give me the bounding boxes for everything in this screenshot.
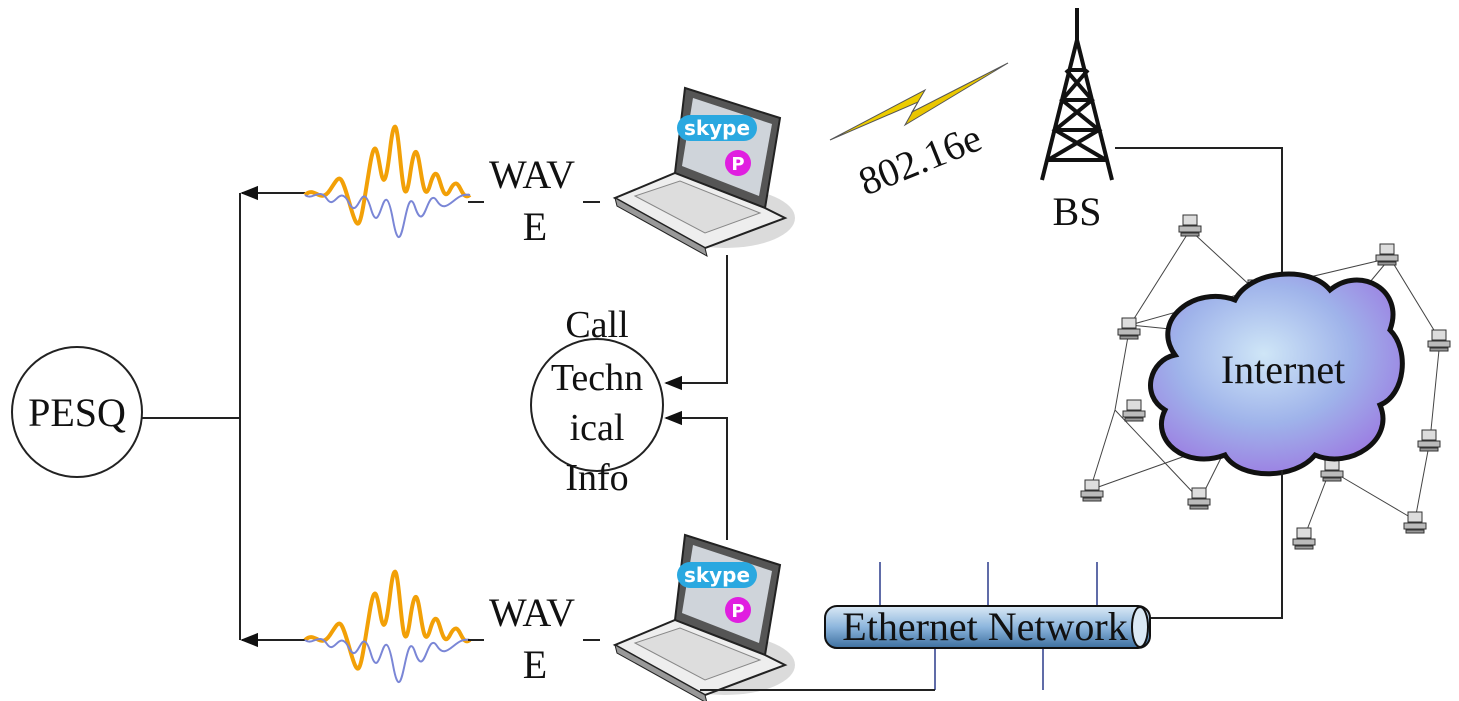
connector <box>1150 470 1282 618</box>
tower <box>1042 8 1112 180</box>
call-info-label: ical <box>570 407 625 449</box>
call-info-label: Call <box>565 304 628 346</box>
arrow <box>666 255 727 383</box>
app-logo: skype <box>684 563 750 587</box>
badge: P <box>731 154 744 175</box>
wave-label: WAV <box>489 152 575 197</box>
internet-label: Internet <box>1221 347 1345 392</box>
laptop: skype P <box>615 88 795 256</box>
app-logo: skype <box>684 116 750 140</box>
wave-label: E <box>523 204 547 249</box>
ethernet-label: Ethernet Network <box>842 604 1127 649</box>
ethernet-end <box>1132 607 1148 647</box>
wave-label: E <box>523 642 547 687</box>
wave-label: WAV <box>489 590 575 635</box>
pesq-label: PESQ <box>28 390 126 435</box>
bs-label: BS <box>1053 189 1102 234</box>
wireless-bolt <box>830 63 1008 140</box>
laptop: skype P <box>615 535 795 701</box>
call-info-label: Info <box>565 457 628 499</box>
waveform <box>305 572 470 682</box>
arrow <box>666 418 727 540</box>
wireless-label: 802.16e <box>852 115 987 205</box>
badge: P <box>731 601 744 622</box>
waveform <box>305 127 470 237</box>
diagram: PESQ WAV E WAV E skype P skype P Call Te… <box>0 0 1459 701</box>
connector <box>1115 148 1282 285</box>
call-info-label: Techn <box>551 357 643 399</box>
